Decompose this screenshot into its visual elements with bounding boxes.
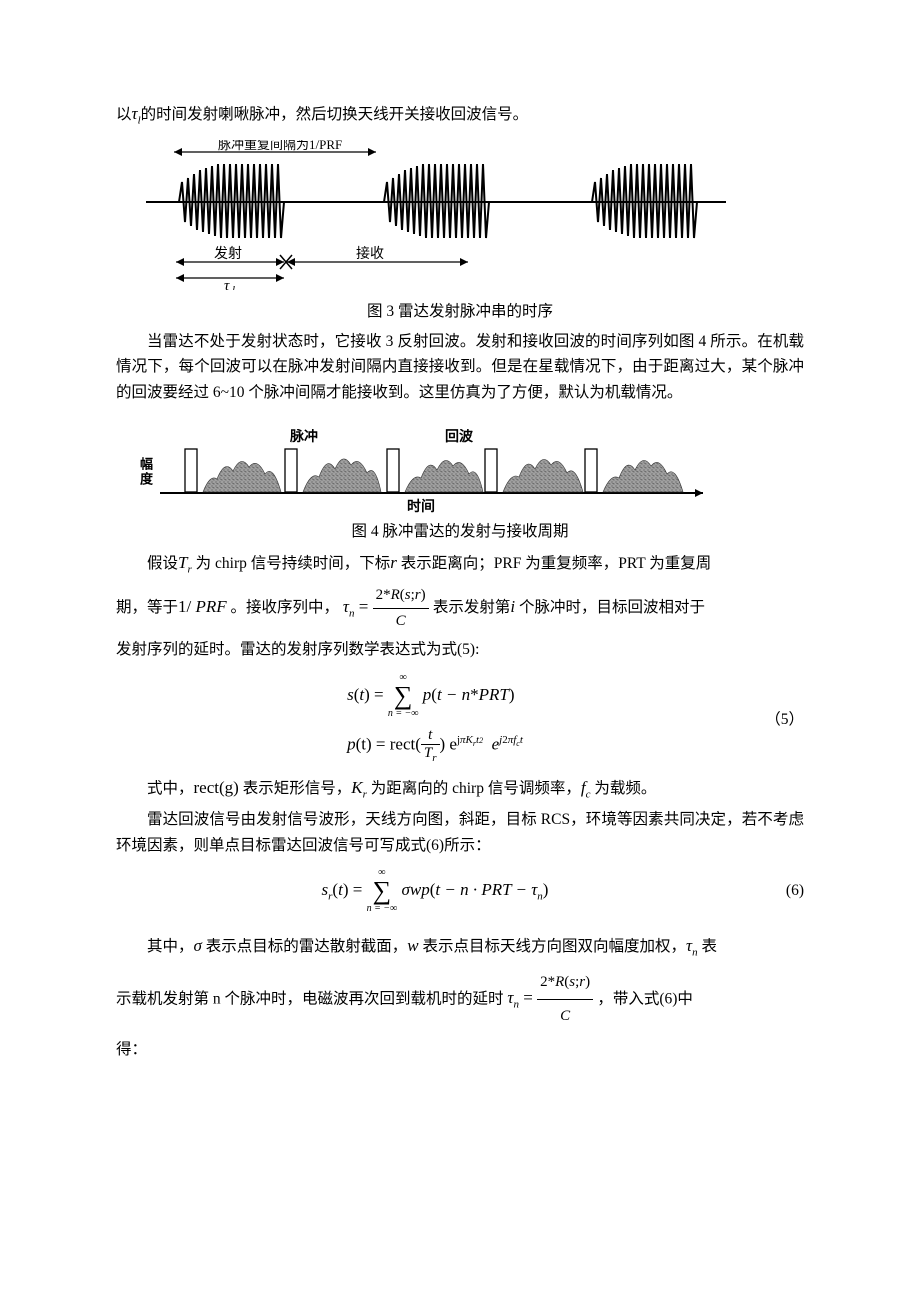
p8-a: 示载机发射第 n 个脉冲时，电磁波再次回到载机时的延时: [116, 990, 504, 1007]
para-5: 式中，rect(g) 表示矩形信号，Kr 为距离向的 chirp 信号调频率，f…: [116, 774, 804, 804]
fig3-receive: 接收: [356, 245, 384, 262]
para-4: 期，等于1/ PRF 。接收序列中， τn = 2*R(s;r)C 表示发射第i…: [116, 583, 804, 634]
para-8b: 得：: [116, 1037, 804, 1063]
para-8: 示载机发射第 n 个脉冲时，电磁波再次回到载机时的延时 τn = 2*R(s;r…: [116, 966, 804, 1033]
eq5-num: （5）: [754, 707, 804, 729]
p7-a: 其中，: [147, 938, 194, 955]
fig4-echo-label: 回波: [445, 429, 474, 445]
echo-blobs: [203, 459, 683, 492]
fig4-pulse-label: 脉冲: [289, 429, 318, 445]
p1-post: 的时间发射喇啾脉冲，然后切换天线开关接收回波信号。: [141, 106, 529, 123]
p3-a: 假设: [147, 555, 178, 572]
figure-4-svg: 脉冲 回波 时间: [155, 429, 715, 515]
fig4-amp-label: 幅度: [136, 457, 155, 487]
p4-b: 。接收序列中，: [231, 599, 340, 616]
p8-b: ，带入式(6)中: [597, 990, 693, 1007]
p7-b: 表示点目标的雷达散射截面，: [206, 938, 408, 955]
p3-b: 为 chirp 信号持续时间，下标: [196, 555, 391, 572]
equation-5: s(t) = ∞∑n = −∞ p(t − n*PRT) p(t) = rect…: [116, 673, 804, 764]
fig4-caption: 图 4 脉冲雷达的发射与接收周期: [116, 519, 804, 541]
p4-d: 个脉冲时，目标回波相对于: [519, 599, 705, 616]
para-1: 以τl的时间发射喇啾脉冲，然后切换天线开关接收回波信号。: [116, 100, 804, 130]
p5-c: 为距离向的 chirp 信号调频率，: [371, 780, 581, 797]
p3-c: 表示距离向；PRF 为重复频率，PRT 为重复周: [401, 555, 712, 572]
p4-a: 期，等于: [116, 599, 178, 616]
para-7: 其中，σ 表示点目标的雷达散射截面，w 表示点目标天线方向图双向幅度加权，τn …: [116, 932, 804, 962]
p5-a: 式中，: [147, 780, 194, 797]
p7-c: 表示点目标天线方向图双向幅度加权，: [423, 938, 687, 955]
para-6: 雷达回波信号由发射信号波形，天线方向图，斜距，目标 RCS，环境等因素共同决定，…: [116, 807, 804, 858]
figure-4: 幅度 脉冲 回波: [136, 429, 804, 515]
fig3-transmit: 发射: [214, 246, 242, 262]
fig3-caption: 图 3 雷达发射脉冲串的时序: [116, 299, 804, 321]
p5-b: 表示矩形信号，: [243, 780, 352, 797]
para-2: 当雷达不处于发射状态时，它接收 3 反射回波。发射和接收回波的时间序列如图 4 …: [116, 329, 804, 406]
equation-6: sr(t) = ∞∑n = −∞ σwp(t − n · PRT − τn) (…: [116, 868, 804, 914]
para-3: 假设Tr 为 chirp 信号持续时间，下标r 表示距离向；PRF 为重复频率，…: [116, 549, 804, 579]
svg-text:τ: τ: [224, 278, 230, 290]
p1-pre: 以: [116, 106, 132, 123]
eq6-num: (6): [754, 882, 804, 900]
p5-d: 为载频。: [594, 780, 656, 797]
para-4b: 发射序列的延时。雷达的发射序列数学表达式为式(5):: [116, 637, 804, 663]
svg-text:l: l: [232, 284, 235, 290]
p7-d: 表: [702, 938, 718, 955]
fig3-top-label: 脉冲重复间隔为1/PRF: [218, 140, 342, 152]
figure-3-svg: 脉冲重复间隔为1/PRF 发射 接收: [146, 140, 726, 290]
fig4-time-label: 时间: [407, 498, 435, 515]
figure-3: 脉冲重复间隔为1/PRF 发射 接收: [146, 140, 804, 295]
p4-c: 表示发射第: [433, 599, 511, 616]
